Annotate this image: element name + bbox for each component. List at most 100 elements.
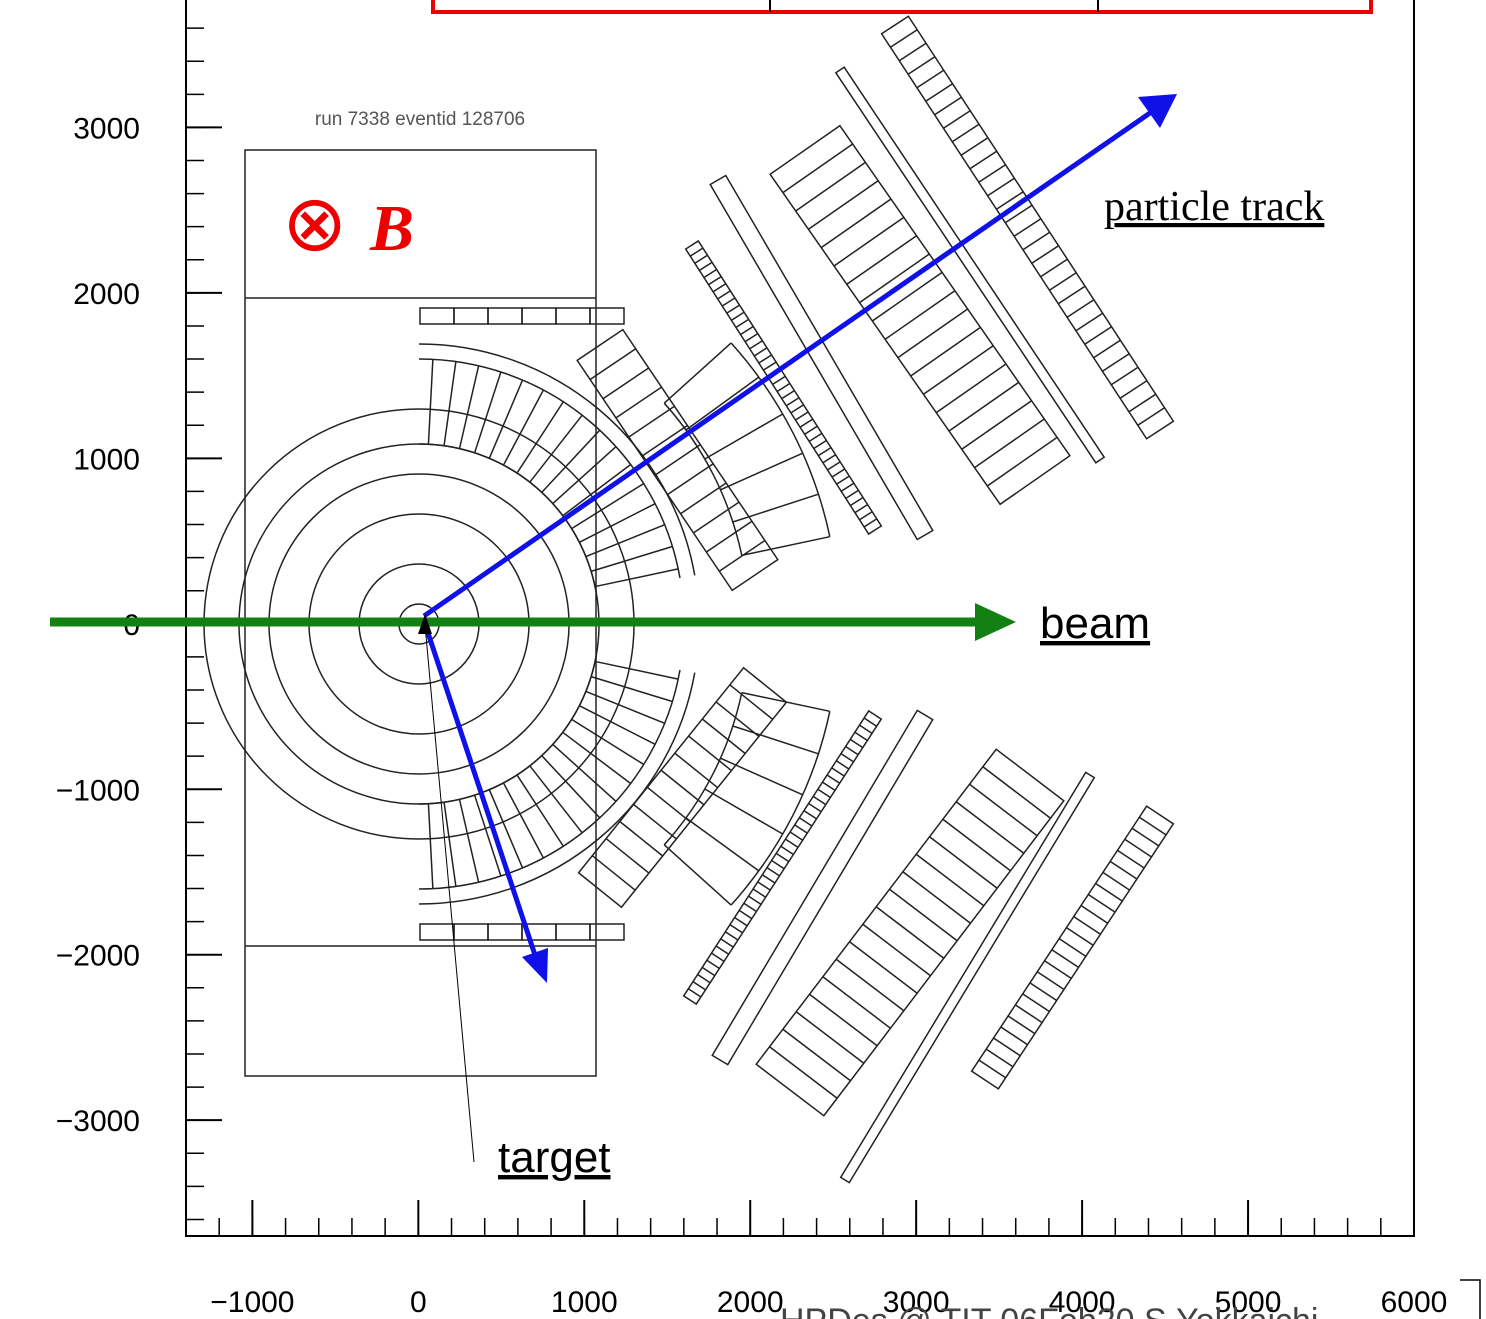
y-tick-label: −2000 (56, 940, 140, 973)
strip-cell (789, 831, 804, 841)
strip-cell (840, 753, 854, 763)
strip-cell (697, 973, 711, 984)
counter (487, 923, 523, 941)
counter (589, 307, 625, 325)
counter (453, 923, 489, 941)
strip-cell (795, 411, 809, 421)
arc (418, 358, 681, 579)
strip-cell (1117, 849, 1145, 869)
segment (427, 359, 434, 445)
x-tick-label: 3000 (883, 1286, 950, 1319)
strip-cell (854, 503, 868, 514)
strip-cell (835, 958, 905, 1012)
counter (521, 307, 557, 325)
segment (594, 568, 679, 588)
strip-cell (718, 539, 766, 572)
x-tick-label: 4000 (1049, 1286, 1116, 1319)
strip-cell (1049, 272, 1077, 291)
segment (663, 342, 732, 404)
segment (585, 524, 665, 558)
strip-cell (701, 966, 716, 977)
segment (502, 782, 545, 859)
strip-cell (743, 902, 757, 913)
track-arrow (422, 110, 1152, 619)
x-tick-label: 5000 (1215, 1286, 1282, 1319)
strip-cell (986, 436, 1058, 487)
strip-cell (987, 177, 1015, 197)
plot-frame (185, 0, 1415, 1237)
strip-cell (1031, 245, 1059, 264)
arc (418, 655, 598, 805)
y-tick-label: −3000 (56, 1105, 140, 1138)
segment (594, 660, 679, 680)
strip-cell (809, 993, 878, 1047)
segment (585, 690, 665, 724)
strip-cell (985, 1048, 1014, 1068)
magnet (244, 149, 597, 1077)
strip-cell (1087, 893, 1116, 913)
strip-cell (763, 361, 777, 371)
strip-cell (923, 345, 994, 395)
segment (427, 803, 434, 889)
strip-cell (813, 439, 827, 450)
strip-cell (969, 783, 1038, 837)
x-tick-label: 0 (410, 1286, 427, 1319)
strip-cell (1007, 1015, 1036, 1035)
strip-cell (1102, 871, 1131, 891)
strip-cell (1014, 1004, 1043, 1024)
strip-cell (602, 367, 650, 400)
strip-cell (1119, 380, 1148, 399)
strip-cell (1095, 882, 1123, 902)
counter (555, 923, 591, 941)
strip-cell (740, 325, 754, 336)
strip-cell (795, 161, 866, 212)
strip-cell (667, 463, 714, 496)
strip-cell (785, 838, 799, 848)
segment (458, 365, 480, 449)
strip-cell (996, 191, 1024, 210)
strip-cell (1022, 231, 1051, 251)
strip-cell (689, 247, 704, 257)
strip-cell (833, 216, 905, 267)
header-box (431, 0, 1373, 14)
detector-strip (711, 709, 934, 1066)
counter (555, 307, 591, 325)
strip-cell (820, 198, 892, 249)
strip-cell (794, 824, 808, 834)
strip-cell (948, 381, 1020, 432)
strip-cell (795, 1011, 865, 1064)
strip-cell (646, 786, 691, 823)
strip-cell (808, 802, 822, 813)
x-tick-label: −1000 (210, 1286, 294, 1319)
detector-strip (834, 66, 1106, 464)
segment (571, 482, 645, 530)
segment (704, 413, 784, 460)
counter (589, 923, 625, 941)
strip-cell (817, 788, 831, 799)
strip-cell (782, 1028, 851, 1082)
y-tick-label: −1000 (56, 774, 140, 807)
strip-cell (744, 332, 759, 343)
strip-cell (978, 1059, 1007, 1079)
strip-cell (898, 42, 927, 62)
strip-cell (969, 150, 998, 170)
track-arrowhead (522, 948, 548, 983)
strip-cell (1044, 960, 1072, 980)
segment (579, 705, 656, 745)
target-marker (418, 614, 432, 634)
strip-cell (1137, 407, 1165, 426)
strip-cell (1066, 299, 1095, 318)
strip-cell (943, 110, 971, 129)
strip-cell (654, 444, 701, 476)
detector-geometry (203, 15, 1175, 1184)
segment (502, 389, 545, 466)
arc (663, 402, 743, 556)
strip-cell (1080, 904, 1109, 924)
strip-cell (798, 817, 813, 827)
strip-cell (859, 511, 873, 521)
segment (516, 401, 564, 474)
strip-cell (775, 852, 790, 863)
strip-cell (1036, 971, 1065, 991)
counter (453, 307, 489, 325)
